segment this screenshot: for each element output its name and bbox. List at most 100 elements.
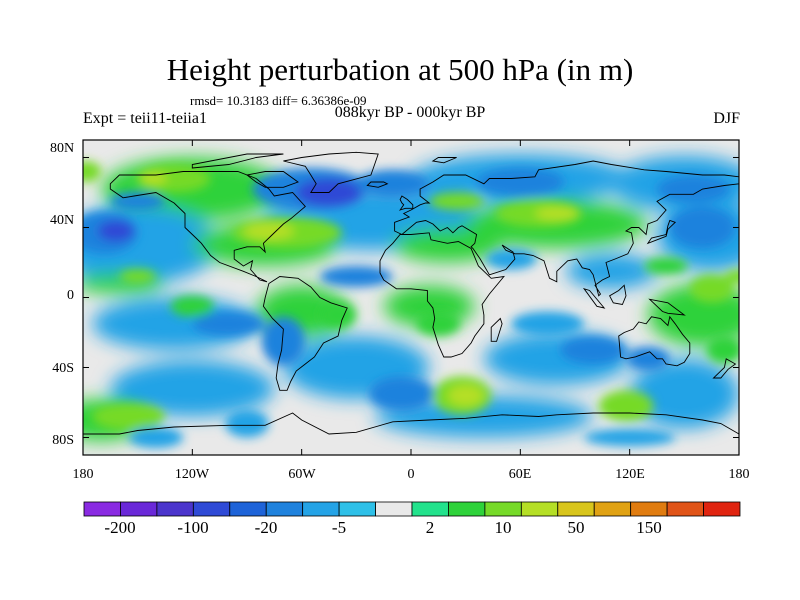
colorbar-swatch: [448, 501, 486, 517]
field-contour-region: [137, 171, 167, 186]
field-contour-region: [119, 269, 156, 284]
colorbar-swatch: [520, 501, 559, 517]
lon-tick-120w: 120W: [174, 467, 210, 482]
svalbard-coast: [431, 157, 457, 164]
australia-coast: [618, 315, 691, 367]
colorbar-swatch: [557, 501, 595, 517]
colorbar-swatch: [338, 501, 376, 517]
field-contour-region: [170, 295, 215, 317]
colorbar-label: -5: [331, 518, 347, 537]
season-label: DJF: [713, 110, 740, 127]
lon-tick-120e: 120E: [615, 467, 645, 482]
field-contour-region: [447, 385, 484, 406]
field-contour-region: [485, 248, 537, 270]
lon-tick-0: 0: [407, 467, 415, 482]
field-contour-region: [689, 274, 734, 303]
lat-tick-40n: 40N: [50, 213, 75, 228]
field-contour-region: [319, 266, 393, 287]
colorbar-swatch: [83, 501, 121, 517]
madagascar-coast: [490, 317, 503, 342]
colorbar-swatch: [265, 501, 304, 517]
colorbar-swatch: [229, 501, 267, 517]
field-contour-region: [97, 220, 135, 242]
colorbar-label: 150: [636, 518, 662, 537]
field-contour-region: [560, 336, 627, 364]
field-contour-region: [416, 311, 461, 336]
lon-tick-60w: 60W: [288, 467, 316, 482]
colorbar-label: -100: [177, 518, 209, 537]
colorbar-swatch: [192, 501, 231, 517]
colorbar-label: -200: [104, 518, 136, 537]
field-contour-region: [534, 206, 579, 221]
colorbar-swatch: [156, 501, 194, 517]
sumatra-coast: [582, 287, 606, 309]
period-label: 088kyr BP - 000kyr BP: [334, 104, 486, 121]
field-contour-region: [128, 427, 184, 448]
arctic-islands-coast: [191, 153, 284, 169]
field-contour-region: [626, 346, 670, 371]
japan-coast: [646, 219, 677, 245]
colorbar-swatch: [666, 501, 704, 517]
colorbar-swatch: [302, 501, 340, 517]
field-contour-region: [356, 169, 430, 198]
colorbar-swatch: [375, 501, 413, 517]
height-field: [83, 140, 739, 455]
colorbar-swatch: [593, 501, 632, 517]
colorbar: [83, 501, 741, 517]
lat-tick-40s: 40S: [52, 361, 74, 376]
field-contour-region: [584, 428, 676, 447]
colorbar-label: 50: [567, 518, 585, 537]
africa-coast: [379, 232, 505, 358]
lon-tick-180w: 180: [72, 467, 94, 482]
north-america-coast: [109, 171, 306, 283]
antarctica-coast: [83, 412, 739, 455]
colorbar-label: -20: [254, 518, 278, 537]
colorbar-swatch: [484, 501, 522, 517]
field-contour-region: [92, 402, 165, 431]
field-contour-region: [511, 311, 585, 336]
colorbar-label: 2: [425, 518, 435, 537]
field-contour-region: [392, 227, 503, 263]
field-contour-region: [369, 376, 435, 412]
field-contour-region: [110, 360, 275, 417]
field-contour-region: [629, 358, 739, 429]
page-title: Height perturbation at 500 hPa (in m): [166, 52, 634, 87]
iceland-coast: [366, 181, 389, 188]
south-america-coast: [262, 276, 348, 391]
field-contour-region: [669, 206, 736, 249]
field-contour-region: [225, 409, 269, 438]
field-contour-region: [429, 192, 484, 210]
colorbar-swatch: [703, 501, 741, 517]
colorbar-swatch: [411, 501, 449, 517]
field-contour-region: [706, 336, 739, 364]
field-contour-region: [83, 161, 102, 182]
field-contour-region: [243, 222, 295, 240]
field-contour-region: [261, 316, 306, 366]
borneo-coast: [609, 284, 627, 306]
lat-tick-80s: 80S: [52, 433, 74, 448]
stats-label: rmsd= 10.3183 diff= 6.36386e-09: [190, 93, 367, 108]
field-contour-region: [657, 175, 730, 203]
field-contour-region: [92, 297, 257, 350]
field-contour-region: [565, 253, 657, 289]
greenland-coast: [283, 151, 379, 193]
experiment-label: Expt = teii11-teiia1: [83, 110, 207, 127]
field-contour-region: [644, 257, 688, 275]
field-contour-region: [476, 168, 565, 196]
lat-tick-0: 0: [67, 288, 74, 303]
coastlines: [83, 151, 739, 455]
new-zealand-coast: [712, 358, 737, 379]
lon-tick-60e: 60E: [508, 467, 532, 482]
colorbar-swatch: [630, 501, 668, 517]
axis-ticks: [82, 140, 740, 455]
baffin-coast: [245, 171, 299, 188]
field-contour-region: [192, 311, 266, 336]
lon-tick-180e: 180: [728, 467, 750, 482]
uk-coast: [398, 195, 414, 211]
colorbar-swatch: [120, 501, 158, 517]
new-guinea-coast: [648, 298, 686, 316]
field-contour-region: [598, 390, 654, 422]
colorbar-label: 10: [494, 518, 512, 537]
eurasia-coast: [394, 160, 739, 297]
